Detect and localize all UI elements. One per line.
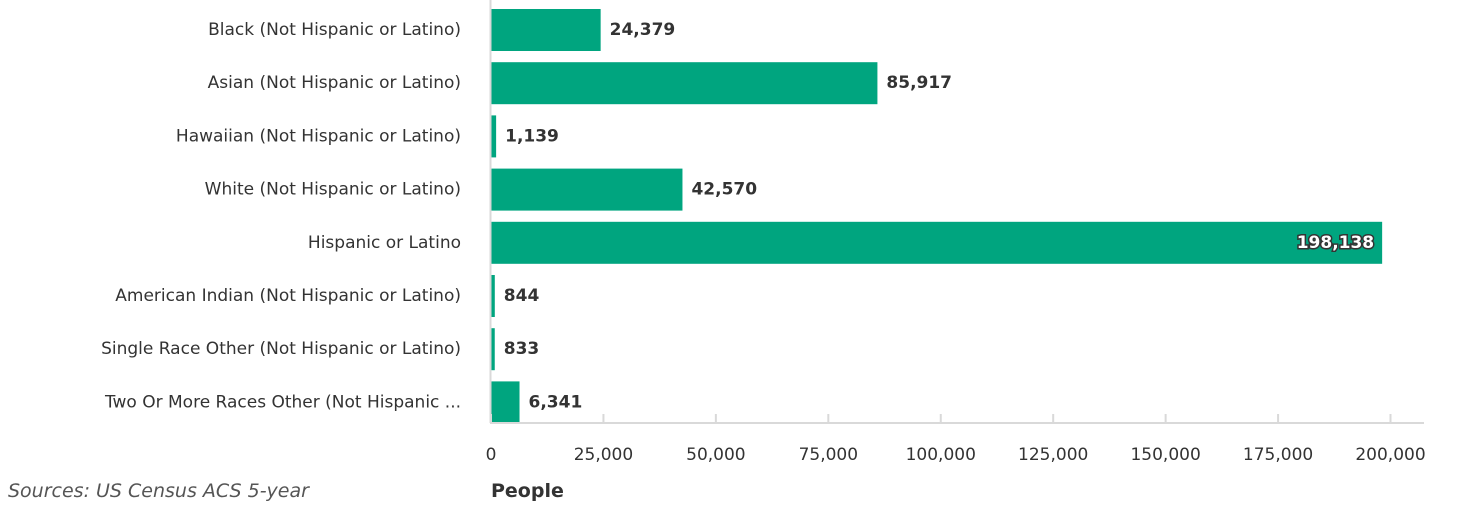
category-label: Asian (Not Hispanic or Latino) — [208, 73, 461, 93]
category-label: Two Or More Races Other (Not Hispanic ..… — [104, 392, 461, 412]
axis-layer: 0 25,000 50,000 75,000 100,000 125,000 150,000… — [486, 0, 1426, 465]
category-label: Black (Not Hispanic or Latino) — [208, 20, 461, 40]
x-tick-label: 100,000 — [906, 445, 976, 465]
x-tick-label: 25,000 — [574, 445, 633, 465]
bar[interactable] — [491, 115, 497, 158]
bar[interactable] — [491, 221, 1383, 264]
data-label: 198,138 — [1297, 233, 1374, 253]
x-tick-label: 50,000 — [686, 445, 745, 465]
data-label: 1,139 — [505, 126, 559, 146]
source-note: Sources: US Census ACS 5-year — [8, 480, 309, 502]
category-label: White (Not Hispanic or Latino) — [205, 180, 461, 200]
bars-layer: Black (Not Hispanic or Latino) 24,379 Asia… — [101, 9, 1383, 424]
category-label: Single Race Other (Not Hispanic or Latin… — [101, 339, 461, 359]
x-tick-label: 150,000 — [1130, 445, 1200, 465]
x-axis-label: People — [491, 480, 564, 502]
data-label: 6,341 — [529, 392, 583, 412]
data-label: 844 — [504, 286, 540, 306]
category-label: Hispanic or Latino — [308, 233, 461, 253]
x-tick-label: 125,000 — [1018, 445, 1088, 465]
bar[interactable] — [491, 9, 601, 51]
category-label: American Indian (Not Hispanic or Latino) — [115, 286, 461, 306]
x-tick-label: 200,000 — [1355, 445, 1425, 465]
x-tick-label: 75,000 — [799, 445, 858, 465]
x-tick-label: 175,000 — [1243, 445, 1313, 465]
bar[interactable] — [491, 328, 495, 371]
category-label: Hawaiian (Not Hispanic or Latino) — [176, 126, 461, 146]
data-label: 42,570 — [691, 180, 757, 200]
data-label: 833 — [504, 339, 539, 359]
bar[interactable] — [491, 381, 520, 424]
bar[interactable] — [491, 168, 683, 211]
bar[interactable] — [491, 62, 878, 105]
data-label: 24,379 — [610, 20, 676, 40]
bar[interactable] — [491, 275, 495, 317]
data-label: 85,917 — [886, 73, 952, 93]
x-tick-label: 0 — [486, 445, 497, 465]
